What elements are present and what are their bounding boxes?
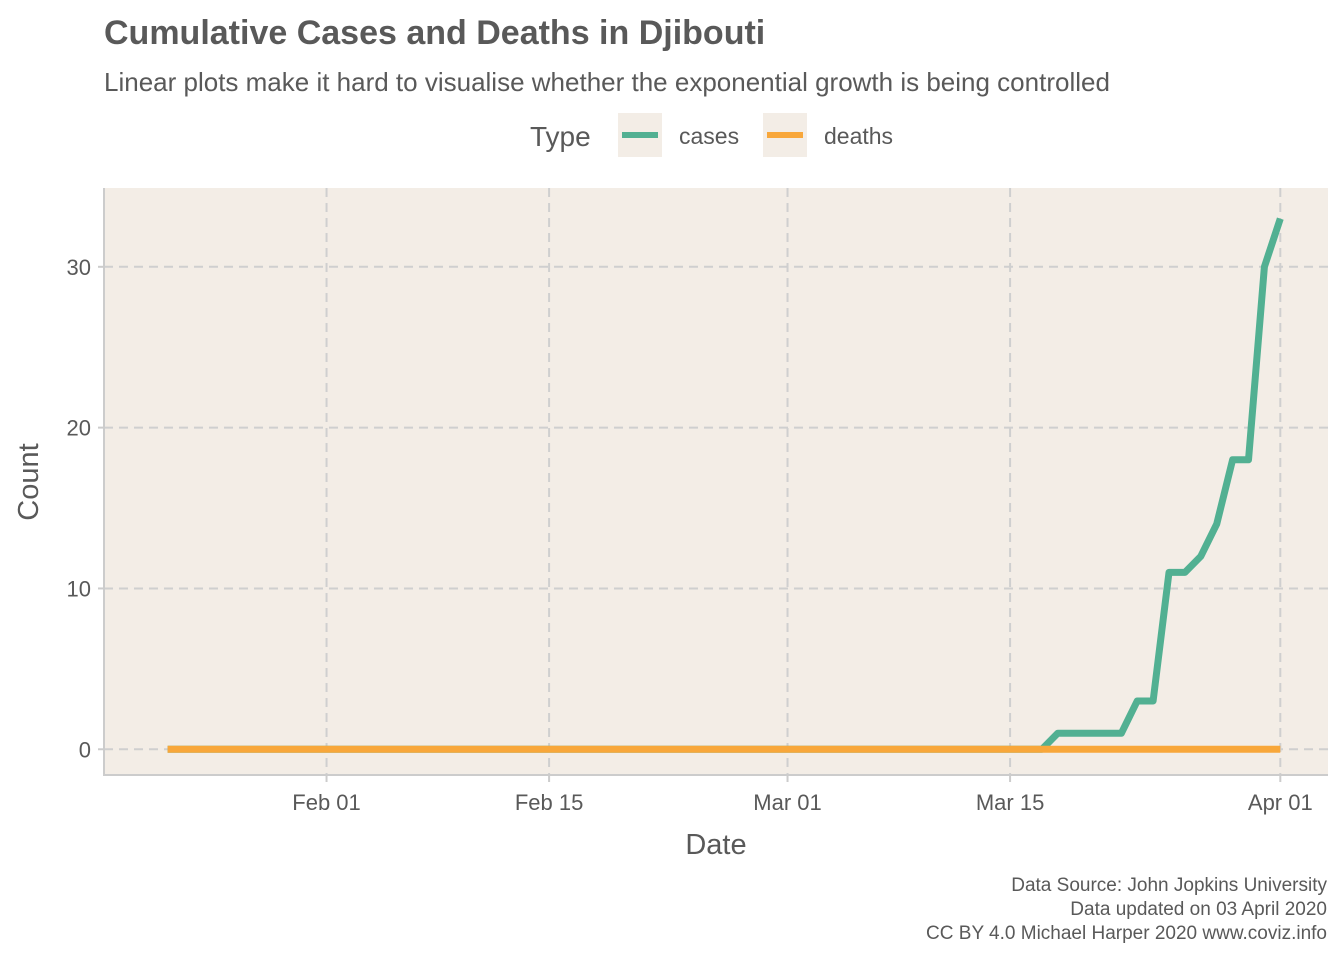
caption: Data Source: John Jopkins University Dat… (926, 875, 1327, 944)
chart-subtitle: Linear plots make it hard to visualise w… (104, 67, 1110, 97)
chart-title: Cumulative Cases and Deaths in Djibouti (104, 14, 765, 52)
y-tick-label: 0 (79, 737, 91, 762)
x-tick-label: Apr 01 (1248, 790, 1313, 815)
y-tick-label: 10 (67, 576, 91, 601)
legend-title: Type (530, 121, 591, 152)
y-tick-label: 30 (67, 255, 91, 280)
legend-label-cases: cases (679, 123, 739, 149)
x-tick-label: Mar 15 (976, 790, 1044, 815)
legend-label-deaths: deaths (824, 123, 893, 149)
caption-line-license: CC BY 4.0 Michael Harper 2020 www.coviz.… (926, 923, 1327, 944)
legend: Type cases deaths (530, 113, 893, 157)
axis-ticks: 0 10 20 30 Feb 01 Feb 15 Mar 01 Mar 15 Apr 01 (67, 255, 1313, 815)
x-tick-label: Mar 01 (753, 790, 821, 815)
x-tick-label: Feb 15 (515, 790, 584, 815)
x-axis-title: Date (685, 829, 746, 861)
series-line-cases (167, 217, 1284, 753)
caption-line-updated: Data updated on 03 April 2020 (1070, 899, 1327, 920)
x-tick-label: Feb 01 (292, 790, 361, 815)
y-tick-label: 20 (67, 416, 91, 441)
plot-panel (104, 188, 1328, 775)
y-axis-title: Count (13, 443, 45, 520)
caption-line-source: Data Source: John Jopkins University (1011, 875, 1327, 896)
series-lines (167, 217, 1284, 753)
